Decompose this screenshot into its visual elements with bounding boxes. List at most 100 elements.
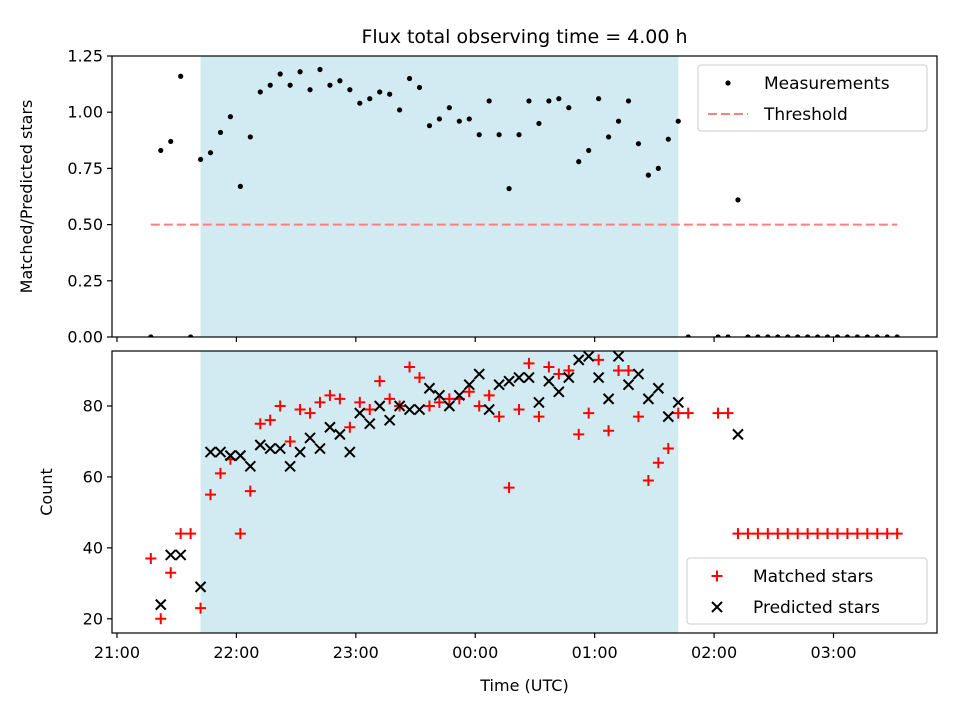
measurements-point <box>765 334 771 337</box>
matched-stars-point <box>881 528 893 540</box>
predicted-stars-point <box>533 396 545 409</box>
predicted-stars-point <box>314 442 326 455</box>
predicted-stars-point <box>642 393 655 405</box>
measurements-point <box>755 334 761 337</box>
x-tick-label: 01:00 <box>572 643 618 662</box>
predicted-stars-point <box>324 421 336 433</box>
matched-stars-point <box>802 528 814 540</box>
matched-stars-point <box>523 357 535 369</box>
legend-box <box>697 64 928 132</box>
matched-stars-point <box>603 425 615 437</box>
legend: Matched stars Predicted stars <box>686 557 928 625</box>
measurements-point <box>158 147 164 154</box>
y-tick-label: 0.25 <box>67 271 103 290</box>
y-tick-label: 0.75 <box>67 159 103 178</box>
legend-measurements-label: Measurements <box>764 74 890 94</box>
legend-predicted-stars-label: Predicted stars <box>753 598 880 618</box>
predicted-stars-point <box>373 400 386 412</box>
predicted-stars-point <box>354 407 366 419</box>
y-tick-label: 20 <box>83 609 103 628</box>
matched-stars-point <box>831 528 843 540</box>
predicted-stars-point <box>344 446 356 458</box>
legend: Measurements Threshold <box>697 64 928 132</box>
y-tick-label: 40 <box>83 538 103 557</box>
measurements-point <box>775 334 781 337</box>
matched-stars-point <box>354 396 366 408</box>
measurements-point <box>556 96 562 102</box>
measurements-point <box>576 159 582 165</box>
x-axis-label: Time (UTC) <box>479 676 568 695</box>
predicted-stars-point <box>294 446 306 458</box>
top-panel: 0.00 0.25 0.50 0.75 1.00 1.25 Matched/Predicte… <box>17 47 938 347</box>
axes-frame <box>111 55 938 338</box>
matched-stars-point <box>145 553 157 565</box>
matched-stars-point <box>423 400 435 412</box>
matched-stars-point <box>533 411 545 423</box>
measurements-point <box>814 334 821 337</box>
predicted-stars-point <box>423 382 436 394</box>
measurements-point <box>237 183 243 189</box>
predicted-stars-point <box>632 368 645 380</box>
legend-matched-stars-label: Matched stars <box>753 567 873 587</box>
matched-stars-point <box>165 567 177 579</box>
matched-stars-point <box>274 400 286 412</box>
measurements-point <box>197 156 204 163</box>
measurements-point <box>466 116 472 122</box>
predicted-stars-point <box>264 442 276 455</box>
predicted-stars-point <box>553 386 565 398</box>
axes-frame <box>111 350 938 634</box>
measurements-point <box>287 82 293 88</box>
matched-stars-point <box>284 435 296 447</box>
predicted-stars-point <box>443 400 456 412</box>
matched-stars-point <box>543 361 555 373</box>
matched-stars-point <box>314 396 326 408</box>
observing-window-band <box>200 351 679 633</box>
measurements-point <box>645 172 651 178</box>
measurements-point <box>894 334 900 337</box>
matched-stars-point <box>513 404 525 416</box>
legend-predicted-stars-marker <box>711 601 723 613</box>
matched-stars-point <box>344 421 356 433</box>
predicted-stars-point <box>523 371 535 384</box>
predicted-stars-point <box>732 428 744 441</box>
measurements-point <box>406 75 413 82</box>
measurements-point <box>605 134 612 140</box>
measurements-point <box>536 120 542 127</box>
plot-area <box>145 351 903 625</box>
predicted-stars-point <box>513 371 525 384</box>
y-axis-label: Count <box>37 468 56 516</box>
y-tick-label: 1.00 <box>67 103 103 122</box>
measurements-point <box>725 334 731 337</box>
x-tick-label: 21:00 <box>94 643 140 662</box>
matched-stars-point <box>782 528 794 540</box>
matched-stars-point <box>891 528 903 540</box>
legend-measurements-marker <box>725 80 731 86</box>
matched-stars-point <box>841 528 853 540</box>
matched-stars-point <box>294 404 306 416</box>
measurements-point <box>317 66 323 73</box>
matched-stars-point <box>752 528 764 540</box>
measurements-point <box>227 114 234 120</box>
measurements-point <box>685 334 691 337</box>
matched-stars-point <box>155 613 167 625</box>
predicted-stars-point <box>224 449 237 462</box>
measurements-point <box>874 334 880 337</box>
measurements-point <box>247 134 253 140</box>
matched-stars-point <box>324 389 336 401</box>
x-tick-label: 02:00 <box>691 643 737 662</box>
matched-stars-point <box>244 485 256 497</box>
matched-stars-point <box>483 389 495 401</box>
measurements-point <box>257 89 263 95</box>
measurements-point <box>655 165 661 171</box>
matched-stars-point <box>214 467 226 479</box>
observing-window-band <box>200 56 679 337</box>
matched-stars-point <box>443 393 455 405</box>
matched-stars-point <box>463 386 475 398</box>
predicted-stars-point <box>194 581 207 593</box>
matched-stars-point <box>851 528 863 540</box>
matched-stars-point <box>473 400 485 412</box>
predicted-stars-point <box>304 432 316 444</box>
measurements-point <box>824 334 831 337</box>
measurements-point <box>277 71 283 77</box>
predicted-stars-point <box>364 418 376 430</box>
